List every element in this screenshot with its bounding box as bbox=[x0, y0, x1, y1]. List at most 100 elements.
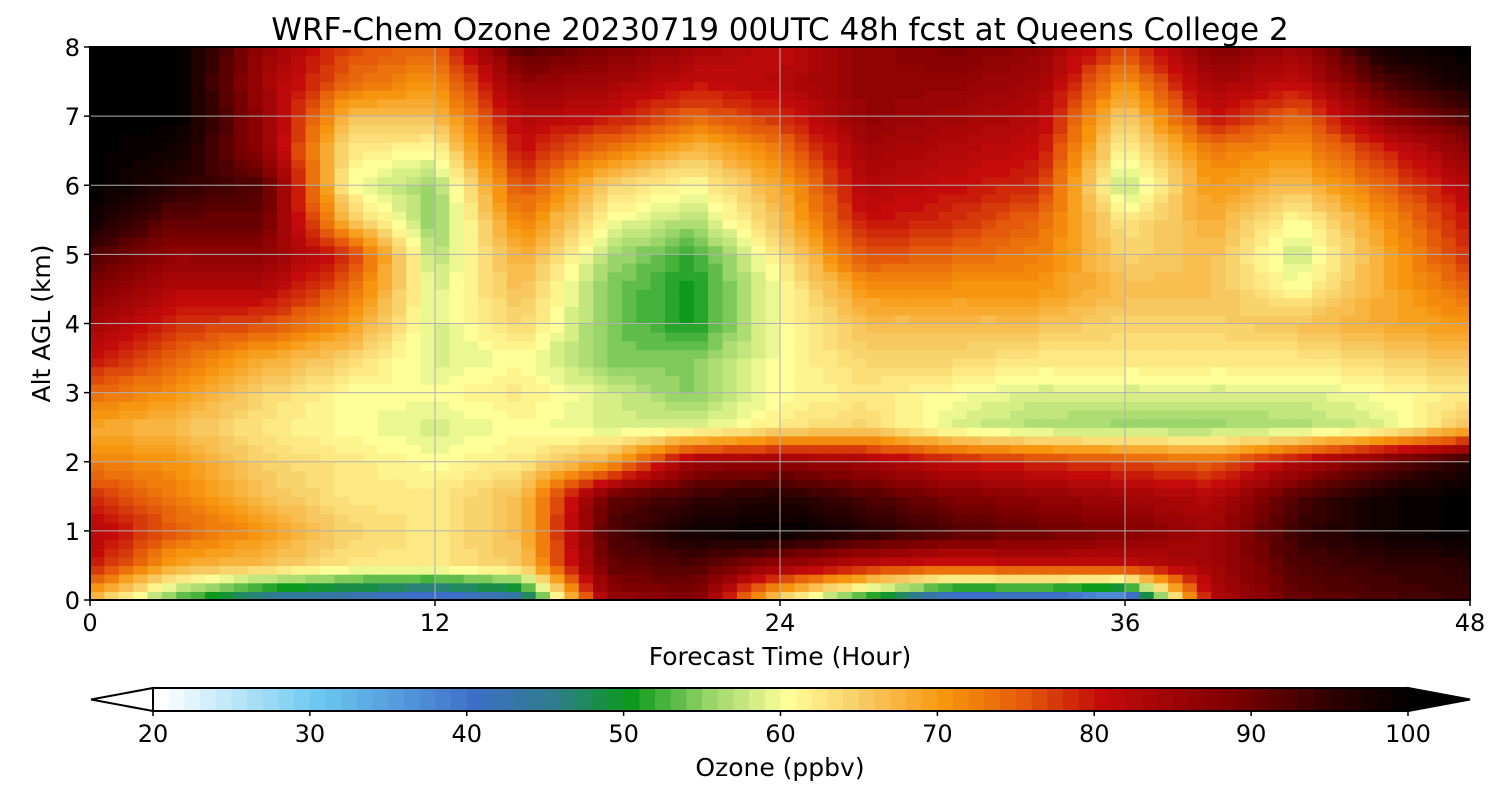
heatmap-cell bbox=[621, 193, 637, 204]
heatmap-cell bbox=[1081, 435, 1097, 446]
heatmap-cell bbox=[1369, 306, 1385, 316]
heatmap-cell bbox=[1240, 366, 1255, 376]
heatmap-cell bbox=[693, 504, 709, 515]
heatmap-cell bbox=[607, 358, 623, 368]
heatmap-cell bbox=[219, 530, 235, 541]
heatmap-cell bbox=[1010, 496, 1025, 506]
heatmap-cell bbox=[550, 263, 565, 273]
heatmap-cell bbox=[1311, 539, 1327, 549]
heatmap-cell bbox=[1268, 193, 1284, 204]
heatmap-cell bbox=[1398, 487, 1414, 497]
heatmap-cell bbox=[219, 237, 235, 247]
heatmap-cell bbox=[449, 574, 465, 584]
heatmap-cell bbox=[90, 470, 105, 480]
heatmap-cell bbox=[1369, 435, 1385, 446]
heatmap-cell bbox=[665, 470, 680, 480]
heatmap-cell bbox=[1024, 349, 1040, 359]
heatmap-cell bbox=[449, 245, 465, 255]
heatmap-cell bbox=[823, 366, 839, 376]
heatmap-cell bbox=[1125, 237, 1140, 247]
heatmap-cell bbox=[377, 591, 393, 601]
heatmap-cell bbox=[305, 193, 321, 204]
heatmap-cell bbox=[1426, 513, 1442, 523]
heatmap-cell bbox=[118, 237, 134, 247]
heatmap-cell bbox=[161, 202, 177, 212]
heatmap-cell bbox=[1125, 591, 1140, 601]
heatmap-cell bbox=[693, 167, 709, 178]
heatmap-cell bbox=[305, 504, 321, 515]
heatmap-cell bbox=[1096, 254, 1112, 264]
heatmap-cell bbox=[952, 340, 968, 351]
heatmap-cell bbox=[751, 167, 767, 178]
heatmap-cell bbox=[794, 314, 810, 325]
heatmap-cell bbox=[377, 418, 393, 428]
heatmap-cell bbox=[377, 522, 393, 532]
heatmap-cell bbox=[981, 314, 997, 325]
heatmap-cell bbox=[607, 444, 623, 454]
heatmap-cell bbox=[981, 574, 997, 584]
heatmap-cell bbox=[205, 349, 220, 359]
heatmap-cell bbox=[90, 479, 105, 489]
heatmap-cell bbox=[1355, 193, 1370, 204]
heatmap-cell bbox=[593, 228, 609, 238]
heatmap-cell bbox=[276, 280, 292, 290]
heatmap-cell bbox=[1297, 219, 1313, 230]
heatmap-cell bbox=[880, 176, 896, 186]
heatmap-cell bbox=[463, 271, 479, 281]
heatmap-cell bbox=[506, 193, 522, 204]
heatmap-cell bbox=[564, 444, 580, 454]
heatmap-cell bbox=[161, 167, 177, 178]
heatmap-cell bbox=[708, 219, 724, 230]
heatmap-cell bbox=[665, 366, 680, 376]
heatmap-cell bbox=[981, 167, 997, 178]
heatmap-cell bbox=[118, 228, 134, 238]
heatmap-cell bbox=[1211, 461, 1227, 471]
heatmap-cell bbox=[938, 254, 954, 264]
heatmap-cell bbox=[1398, 193, 1414, 204]
heatmap-cell bbox=[1182, 219, 1198, 230]
heatmap-cell bbox=[535, 582, 551, 592]
heatmap-cell bbox=[435, 392, 450, 402]
heatmap-cell bbox=[550, 383, 565, 394]
heatmap-cell bbox=[1024, 237, 1040, 247]
heatmap-cell bbox=[866, 418, 882, 428]
heatmap-cell bbox=[578, 453, 594, 463]
heatmap-cell bbox=[1369, 228, 1385, 238]
heatmap-cell bbox=[147, 409, 163, 420]
heatmap-cell bbox=[722, 539, 738, 549]
heatmap-cell bbox=[1441, 383, 1457, 394]
heatmap-cell bbox=[1268, 539, 1284, 549]
heatmap-cell bbox=[880, 150, 896, 160]
heatmap-cell bbox=[1441, 513, 1457, 523]
heatmap-cell bbox=[133, 556, 149, 567]
heatmap-cell bbox=[1110, 453, 1126, 463]
heatmap-cell bbox=[1153, 427, 1169, 437]
heatmap-cell bbox=[1139, 487, 1155, 497]
heatmap-cell bbox=[262, 461, 278, 471]
heatmap-cell bbox=[923, 461, 939, 471]
heatmap-cell bbox=[276, 470, 292, 480]
heatmap-cell bbox=[1067, 548, 1083, 558]
heatmap-cell bbox=[276, 582, 292, 592]
heatmap-cell bbox=[190, 435, 206, 446]
heatmap-cell bbox=[435, 479, 450, 489]
heatmap-cell bbox=[291, 176, 307, 186]
heatmap-cell bbox=[665, 548, 680, 558]
heatmap-cell bbox=[1283, 453, 1299, 463]
heatmap-cell bbox=[693, 159, 709, 169]
heatmap-cell bbox=[205, 211, 220, 221]
heatmap-cell bbox=[1297, 504, 1313, 515]
heatmap-cell bbox=[104, 539, 120, 549]
heatmap-cell bbox=[1254, 565, 1270, 575]
heatmap-cell bbox=[276, 202, 292, 212]
heatmap-cell bbox=[650, 280, 666, 290]
heatmap-cell bbox=[1340, 150, 1356, 160]
heatmap-cell bbox=[248, 176, 264, 186]
heatmap-cell bbox=[262, 556, 278, 567]
heatmap-cell bbox=[966, 349, 982, 359]
heatmap-cell bbox=[736, 245, 752, 255]
heatmap-cell bbox=[463, 366, 479, 376]
heatmap-cell bbox=[981, 444, 997, 454]
heatmap-cell bbox=[665, 479, 680, 489]
heatmap-cell bbox=[650, 479, 666, 489]
